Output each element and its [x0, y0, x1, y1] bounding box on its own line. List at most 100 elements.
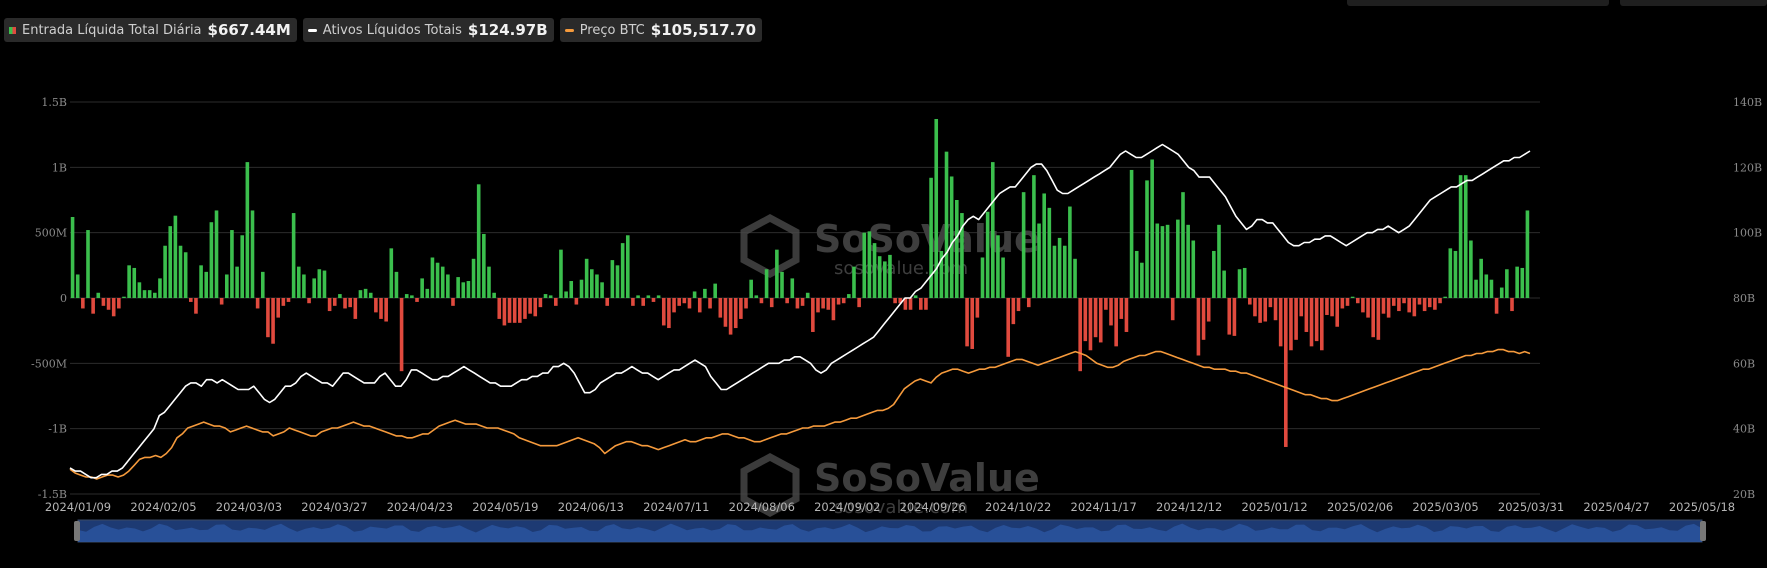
inflow-bar: [96, 292, 101, 298]
inflow-bar: [1196, 298, 1201, 356]
inflow-bar: [1361, 298, 1365, 313]
inflow-bar: [1186, 224, 1190, 298]
inflow-bar: [857, 298, 861, 308]
inflow-bar: [595, 274, 599, 298]
inflow-bar: [615, 265, 620, 298]
inflow-bar: [1494, 298, 1499, 314]
inflow-bar: [641, 298, 646, 306]
inflow-bar: [739, 298, 743, 319]
inflow-bar: [1134, 250, 1139, 298]
inflow-bar: [1253, 298, 1257, 317]
inflow-bar: [636, 295, 640, 298]
legend-assets-value: $124.97B: [467, 21, 548, 39]
inflow-bar: [1191, 240, 1196, 298]
inflow-bar: [338, 294, 342, 298]
inflow-bar: [980, 257, 985, 298]
x-tick-label: 2024/05/19: [472, 500, 538, 514]
range-navigator[interactable]: [74, 519, 1706, 543]
inflow-bar: [1474, 279, 1478, 298]
legend-btc-label: Preço BTC: [579, 22, 645, 38]
inflow-bar: [908, 298, 913, 310]
inflow-bar: [893, 298, 897, 304]
legend-item-assets[interactable]: Ativos Líquidos Totais $124.97B: [302, 18, 554, 42]
x-tick-label: 2024/06/13: [558, 500, 624, 514]
inflow-bar: [502, 298, 507, 326]
net-assets-line: [69, 143, 1531, 479]
inflow-bar: [836, 298, 841, 305]
toolbar-button-2[interactable]: [1620, 0, 1767, 6]
inflow-bar: [189, 298, 193, 302]
inflow-bar: [1489, 279, 1494, 298]
inflow-bar: [1443, 296, 1447, 298]
y-left-tick-label: 0: [60, 292, 67, 305]
inflow-bar: [374, 298, 378, 313]
inflow-bar: [1114, 298, 1118, 347]
y-left-tick-label: -1.5B: [38, 488, 67, 501]
inflow-bar: [1032, 175, 1036, 298]
inflow-bar: [898, 298, 903, 304]
inflow-bar: [487, 266, 491, 298]
inflow-bar: [1386, 298, 1391, 318]
inflow-bar: [404, 294, 409, 298]
inflow-bar: [1402, 298, 1406, 304]
inflow-bar: [379, 298, 383, 319]
inflow-bar: [708, 298, 712, 309]
inflow-bar: [137, 282, 142, 298]
inflow-bar: [811, 298, 815, 332]
inflow-bar: [250, 210, 255, 298]
inflow-bar: [153, 292, 157, 298]
inflow-bar: [1068, 206, 1072, 298]
inflow-bar: [1453, 250, 1458, 298]
inflow-bar: [816, 298, 820, 313]
inflow-bar: [322, 270, 327, 298]
inflow-bar: [548, 295, 553, 298]
x-tick-label: 2024/07/11: [643, 500, 709, 514]
inflow-bar: [168, 226, 173, 298]
inflow-bar: [276, 298, 281, 318]
btc-price-line: [69, 348, 1531, 480]
inflow-bar: [728, 298, 733, 335]
inflow-bar: [307, 298, 311, 304]
axis-labels: 1.5B 140B 1B 120B 500M 100B 0 80B -500M 60B -1B 40B…: [31, 96, 1762, 514]
legend-item-inflow[interactable]: Entrada Líquida Total Diária $667.44M: [4, 18, 297, 42]
x-tick-label: 2025/01/12: [1241, 500, 1307, 514]
inflow-bar: [1284, 298, 1288, 447]
inflow-bar: [1433, 298, 1437, 310]
y-right-tick-label: 80B: [1733, 292, 1755, 305]
toolbar-button-1[interactable]: [1347, 0, 1609, 6]
inflow-bar: [1155, 223, 1160, 298]
inflow-bar: [1463, 175, 1468, 298]
inflow-bar: [240, 235, 245, 298]
inflow-bar: [1042, 193, 1046, 298]
inflow-bar: [1376, 298, 1381, 340]
inflow-bar: [996, 235, 1000, 298]
inflow-bar: [1145, 180, 1149, 298]
inflow-bar: [163, 245, 167, 298]
inflow-bar: [913, 295, 918, 298]
inflow-bar: [764, 269, 769, 298]
inflow-bar: [831, 298, 836, 321]
inflow-bar: [1119, 298, 1124, 319]
inflow-bar: [518, 298, 522, 323]
inflow-bar: [219, 298, 224, 305]
inflow-bar: [1325, 298, 1329, 315]
navigator-right-handle: [1700, 521, 1706, 541]
inflow-bar: [430, 257, 435, 298]
inflow-bar: [754, 295, 759, 298]
inflow-bar: [1438, 298, 1442, 304]
inflow-bar: [209, 222, 214, 298]
inflow-bar: [1484, 274, 1489, 298]
inflow-bar: [1165, 224, 1170, 298]
inflow-bar: [75, 274, 80, 298]
inflow-bar: [1021, 192, 1026, 298]
inflow-bar: [826, 298, 831, 310]
inflow-bar: [1263, 298, 1268, 322]
inflow-bar: [1124, 298, 1129, 332]
inflow-bar: [86, 230, 90, 298]
inflow-bar: [1037, 223, 1041, 298]
inflow-bar: [1345, 298, 1350, 306]
inflow-bar: [399, 298, 404, 372]
inflow-bar: [332, 298, 337, 306]
legend-item-btc[interactable]: Preço BTC $105,517.70: [559, 18, 763, 42]
